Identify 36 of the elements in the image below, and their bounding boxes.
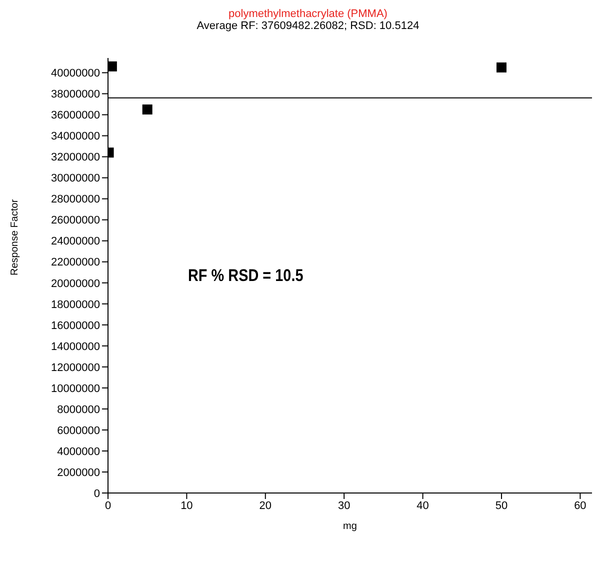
y-tick-label: 12000000: [51, 362, 100, 374]
x-tick-label: 50: [495, 500, 508, 512]
x-tick-label: 30: [338, 500, 350, 512]
point: [108, 61, 117, 72]
point: [142, 104, 152, 114]
y-tick-label: 18000000: [51, 298, 100, 311]
y-tick-label: 24000000: [51, 236, 100, 248]
y-tick-label: 28000000: [51, 194, 100, 206]
chart-title: polymethylmethacrylate (PMMA): [228, 8, 388, 20]
y-tick-label: 38000000: [51, 88, 100, 101]
y-tick-label: 14000000: [51, 340, 100, 353]
y-tick-label: 16000000: [51, 320, 100, 332]
y-tick-label: 0: [94, 488, 100, 500]
y-tick-label: 26000000: [51, 214, 100, 227]
x-tick-label: 20: [259, 500, 272, 512]
chart-subtitle: Average RF: 37609482.26082; RSD: 10.5124: [196, 20, 420, 32]
y-tick-label: 40000000: [51, 68, 100, 80]
y-tick-label: 30000000: [51, 172, 100, 185]
y-axis-title: Response Factor: [10, 198, 21, 276]
y-tick-label: 4000000: [57, 446, 100, 458]
x-tick-label: 60: [574, 500, 586, 512]
y-tick-label: 10000000: [51, 382, 100, 395]
x-axis-title: mg: [343, 521, 357, 532]
y-tick-label: 36000000: [51, 110, 100, 122]
x-tick-label: 10: [180, 500, 193, 512]
x-tick-label: 0: [104, 500, 112, 512]
y-tick-label: 6000000: [57, 424, 100, 437]
x-tick-label: 40: [416, 500, 429, 512]
y-tick-label: 2000000: [57, 466, 100, 479]
y-tick-label: 20000000: [51, 278, 100, 290]
annotation: RF % RSD = 10.5: [188, 266, 304, 286]
y-tick-label: 34000000: [51, 130, 100, 143]
y-tick-label: 22000000: [51, 256, 100, 269]
y-tick-label: 32000000: [51, 152, 100, 164]
y-tick-label: 8000000: [57, 404, 100, 416]
point: [496, 62, 506, 72]
